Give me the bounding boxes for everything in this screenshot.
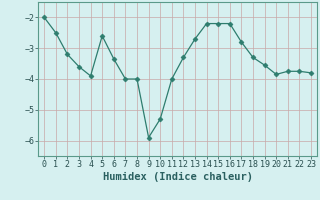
X-axis label: Humidex (Indice chaleur): Humidex (Indice chaleur) <box>103 172 252 182</box>
